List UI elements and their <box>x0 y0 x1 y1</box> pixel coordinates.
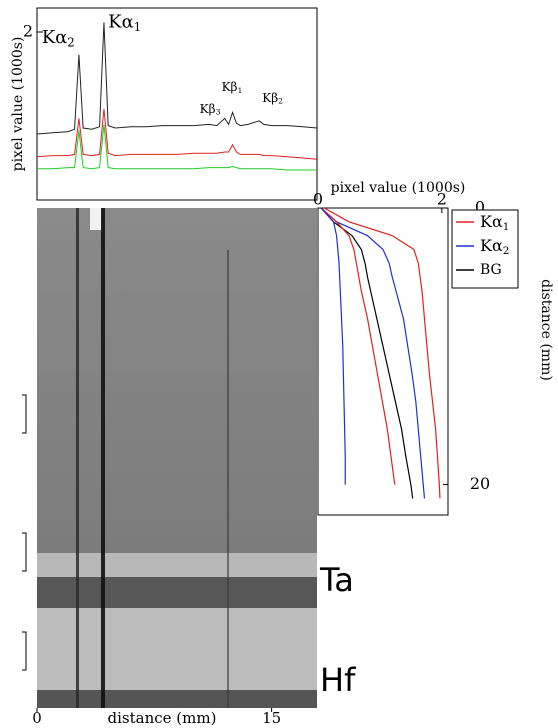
x-tick-label: 0 <box>32 709 42 727</box>
profile-line <box>320 207 346 485</box>
spectrum-line <box>36 108 318 160</box>
profile-line <box>320 207 414 499</box>
legend-box <box>451 209 519 289</box>
peak-annotation-sub: 2 <box>67 35 74 49</box>
peak-annotation: Kβ2 <box>262 91 283 106</box>
legend-label: Kα1 <box>480 212 509 233</box>
legend-label-main: Kα <box>480 212 503 231</box>
peak-annotation: Kα2 <box>42 27 75 49</box>
legend-label-main: Kα <box>480 236 503 255</box>
profile-line <box>320 207 426 499</box>
peak-annotation-sub: 1 <box>237 86 242 95</box>
peak-annotation-main: Kα <box>108 11 134 32</box>
spectrum-line <box>36 22 318 135</box>
peak-annotation-sub: 1 <box>134 20 141 34</box>
spectrum-line <box>37 124 317 171</box>
film-image <box>22 208 317 708</box>
legend-label: BG <box>480 262 502 278</box>
material-label: Hf <box>320 661 356 699</box>
plot-frame <box>36 7 318 201</box>
x-tick-label: 2 <box>437 190 447 209</box>
peak-annotation-main: Kβ <box>200 101 216 115</box>
x-tick-label: 0 <box>313 190 323 209</box>
x-axis-label: pixel value (1000s) <box>331 180 466 196</box>
peak-annotation-sub: 3 <box>216 107 221 116</box>
plot-frame <box>317 207 449 516</box>
y-axis-label: distance (mm) <box>538 279 554 381</box>
material-label: Ta <box>319 561 354 599</box>
peak-annotation: Kβ3 <box>200 101 221 116</box>
peak-annotation-main: Kβ <box>262 91 278 105</box>
peak-annotation-main: Kβ <box>222 80 238 94</box>
y-tick-label: 0 <box>475 198 485 217</box>
y-tick-label: 20 <box>470 474 490 493</box>
profile-line <box>323 207 441 499</box>
y-axis-label: pixel value (1000s) <box>10 37 26 172</box>
profile-line <box>320 207 396 485</box>
peak-annotation-sub: 2 <box>278 97 283 106</box>
x-axis-label: distance (mm) <box>108 709 217 727</box>
peak-annotation: Kα1 <box>108 11 141 33</box>
peak-annotation-main: Kα <box>42 27 68 48</box>
legend-label-sub: 1 <box>503 221 510 233</box>
x-tick-label: 15 <box>262 709 281 727</box>
legend-label: Kα2 <box>480 236 509 257</box>
y-tick-label: 2 <box>23 22 33 41</box>
legend-label-sub: 2 <box>503 245 510 257</box>
peak-annotation: Kβ1 <box>222 80 243 95</box>
